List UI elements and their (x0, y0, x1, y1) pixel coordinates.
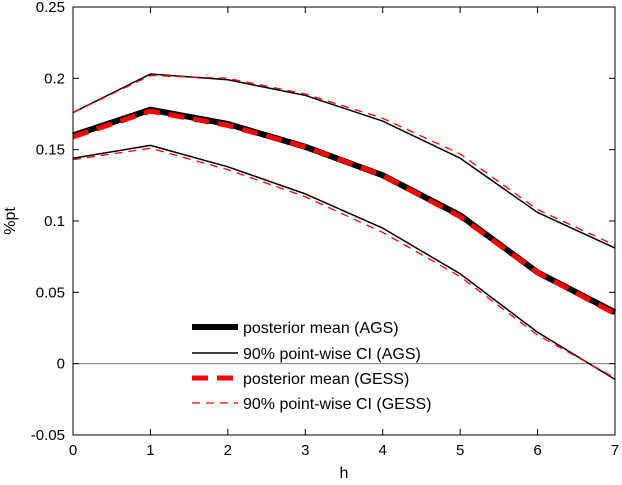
x-axis-label: h (340, 465, 349, 482)
legend-label: 90% point-wise CI (GESS) (243, 396, 432, 413)
y-tick-label: 0.15 (36, 142, 65, 159)
series-gess-ci-lower-line (72, 147, 616, 379)
legend-label: posterior mean (AGS) (243, 320, 399, 337)
series-layer (72, 73, 617, 381)
y-tick-label: -0.05 (31, 427, 65, 444)
x-tick-label: 5 (456, 442, 464, 459)
series-gess-ci-upper-line (72, 74, 616, 246)
x-tick-label: 2 (224, 442, 232, 459)
y-tick-label: 0.25 (36, 0, 65, 16)
x-tick-label: 3 (301, 442, 309, 459)
y-tick-label: 0.05 (36, 284, 65, 301)
legend: posterior mean (AGS) 90% point-wise CI (A… (192, 320, 432, 413)
series-ags-ci-upper-line (72, 73, 616, 249)
x-tick-label: 1 (146, 442, 154, 459)
x-tick-label: 4 (379, 442, 387, 459)
x-tick-label: 7 (611, 442, 619, 459)
series-ags-ci-lower-line (72, 144, 616, 381)
y-tick-label: 0.1 (44, 213, 65, 230)
y-tick-label: 0.2 (44, 70, 65, 87)
legend-label: 90% point-wise CI (AGS) (243, 346, 421, 363)
x-tick-label: 6 (533, 442, 541, 459)
series-gess-mean-line (72, 108, 617, 316)
y-axis-label: %pt (2, 207, 19, 235)
y-tick-label: 0 (57, 356, 65, 373)
x-tick-label: 0 (69, 442, 77, 459)
legend-label: posterior mean (GESS) (243, 371, 409, 388)
